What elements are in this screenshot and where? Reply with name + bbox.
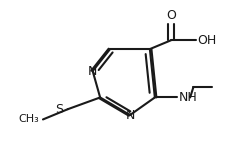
Text: S: S [55,103,63,116]
Text: N: N [88,65,97,78]
Text: NH: NH [178,91,197,104]
Text: CH₃: CH₃ [18,114,39,124]
Text: OH: OH [197,34,216,47]
Text: N: N [125,108,135,122]
Text: O: O [166,9,176,22]
